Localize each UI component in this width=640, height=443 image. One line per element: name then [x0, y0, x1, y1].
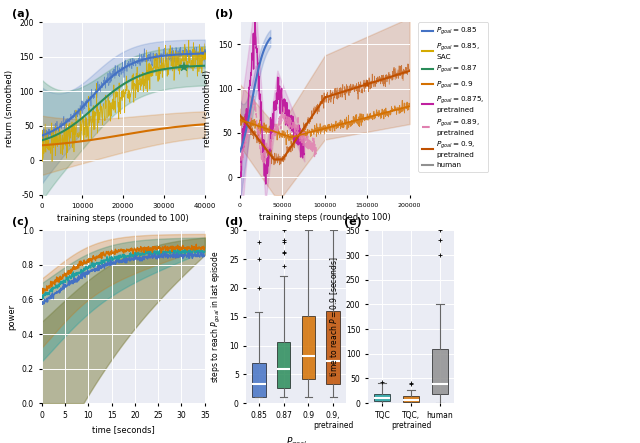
X-axis label: training steps (rounded to 100): training steps (rounded to 100) [259, 213, 390, 222]
Text: (b): (b) [214, 9, 233, 19]
PathPatch shape [301, 316, 316, 379]
X-axis label: $P_{goal}$: $P_{goal}$ [285, 436, 307, 443]
PathPatch shape [403, 396, 419, 401]
Text: (e): (e) [344, 217, 362, 227]
X-axis label: training steps (rounded to 100): training steps (rounded to 100) [58, 214, 189, 223]
X-axis label: time [seconds]: time [seconds] [92, 425, 155, 434]
Y-axis label: power: power [7, 304, 16, 330]
PathPatch shape [374, 394, 390, 401]
Text: (a): (a) [12, 9, 30, 19]
Y-axis label: time to reach $P = 0.9$ [seconds]: time to reach $P = 0.9$ [seconds] [328, 256, 340, 377]
Legend: $P_{goal} = 0.85$, $P_{goal} = 0.85$,
SAC, $P_{goal} = 0.87$, $P_{goal} = 0.9$, : $P_{goal} = 0.85$, $P_{goal} = 0.85$, SA… [419, 22, 488, 172]
PathPatch shape [432, 349, 448, 394]
Text: (c): (c) [12, 217, 29, 227]
Y-axis label: steps to reach $P_{goal}$ in last episode: steps to reach $P_{goal}$ in last episod… [211, 250, 223, 383]
Text: (d): (d) [225, 217, 243, 227]
PathPatch shape [326, 311, 340, 384]
PathPatch shape [252, 363, 266, 397]
Y-axis label: return (smoothed): return (smoothed) [204, 70, 212, 147]
PathPatch shape [276, 342, 291, 388]
Y-axis label: return (smoothed): return (smoothed) [5, 70, 14, 147]
